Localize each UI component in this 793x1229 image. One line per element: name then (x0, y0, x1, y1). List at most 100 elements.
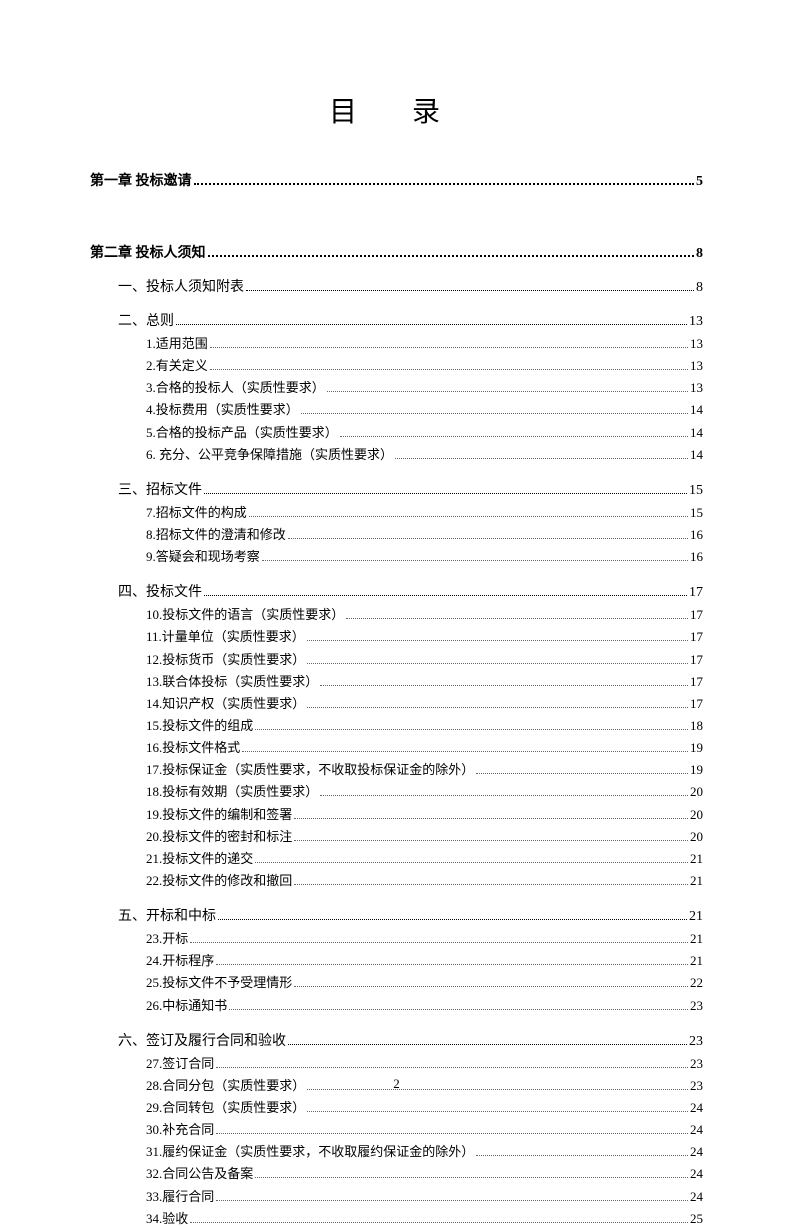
section-row-page: 21 (689, 909, 703, 925)
leader-dots (218, 919, 687, 920)
section-row-label: 三、招标文件 (118, 479, 202, 499)
item-row-label: 27.签订合同 (146, 1054, 214, 1074)
item-row-label: 13.联合体投标（实质性要求） (146, 672, 318, 692)
item-row-label: 33.履行合同 (146, 1187, 214, 1207)
item-row-label: 32.合同公告及备案 (146, 1164, 253, 1184)
item-row-page: 21 (690, 849, 703, 869)
item-row-page: 18 (690, 716, 703, 736)
item-row-page: 25 (690, 1209, 703, 1229)
item-row-label: 16.投标文件格式 (146, 738, 240, 758)
leader-dots (327, 391, 688, 392)
item-row-label: 4.投标费用（实质性要求） (146, 400, 299, 420)
item-row: 15.投标文件的组成18 (146, 716, 703, 736)
item-row: 18.投标有效期（实质性要求）20 (146, 782, 703, 802)
leader-dots (210, 347, 688, 348)
item-row-label: 22.投标文件的修改和撤回 (146, 871, 292, 891)
item-row: 14.知识产权（实质性要求）17 (146, 694, 703, 714)
item-row-label: 25.投标文件不予受理情形 (146, 973, 292, 993)
leader-dots (246, 290, 694, 291)
item-row-page: 13 (690, 356, 703, 376)
chapter-row: 第一章 投标邀请5 (90, 170, 703, 190)
leader-dots (320, 795, 688, 796)
section-row-page: 13 (689, 314, 703, 330)
leader-dots (307, 1111, 688, 1112)
section-row: 六、签订及履行合同和验收23 (118, 1030, 703, 1050)
item-row-page: 22 (690, 973, 703, 993)
item-row: 5.合格的投标产品（实质性要求）14 (146, 423, 703, 443)
leader-dots (320, 685, 688, 686)
leader-dots (216, 1067, 688, 1068)
leader-dots (190, 942, 688, 943)
item-row-label: 1.适用范围 (146, 334, 208, 354)
chapter-row: 第二章 投标人须知8 (90, 242, 703, 262)
item-row-label: 23.开标 (146, 929, 188, 949)
item-row-page: 17 (690, 672, 703, 692)
item-row-page: 16 (690, 525, 703, 545)
item-row-page: 20 (690, 827, 703, 847)
item-row-label: 24.开标程序 (146, 951, 214, 971)
leader-dots (307, 707, 688, 708)
page-number: 2 (0, 1076, 793, 1092)
leader-dots (210, 369, 688, 370)
item-row: 20.投标文件的密封和标注20 (146, 827, 703, 847)
leader-dots (288, 1044, 687, 1045)
item-row: 10.投标文件的语言（实质性要求）17 (146, 605, 703, 625)
item-row: 17.投标保证金（实质性要求，不收取投标保证金的除外）19 (146, 760, 703, 780)
section-row-page: 17 (689, 585, 703, 601)
section-row: 三、招标文件15 (118, 479, 703, 499)
leader-dots (204, 493, 687, 494)
chapter-row-label: 第二章 投标人须知 (90, 242, 206, 262)
item-row: 34.验收 25 (146, 1209, 703, 1229)
item-row-label: 12.投标货币（实质性要求） (146, 650, 305, 670)
item-row-page: 17 (690, 627, 703, 647)
item-row: 8.招标文件的澄清和修改 16 (146, 525, 703, 545)
leader-dots (216, 1133, 688, 1134)
section-row: 五、开标和中标 21 (118, 905, 703, 925)
item-row: 33.履行合同24 (146, 1187, 703, 1207)
item-row-label: 26.中标通知书 (146, 996, 227, 1016)
leader-dots (249, 516, 688, 517)
item-row-page: 19 (690, 738, 703, 758)
item-row-page: 14 (690, 445, 703, 465)
leader-dots (294, 818, 688, 819)
item-row: 1.适用范围13 (146, 334, 703, 354)
item-row-page: 20 (690, 805, 703, 825)
item-row-page: 16 (690, 547, 703, 567)
item-row-label: 17.投标保证金（实质性要求，不收取投标保证金的除外） (146, 760, 474, 780)
item-row-page: 24 (690, 1142, 703, 1162)
item-row: 26.中标通知书 23 (146, 996, 703, 1016)
item-row: 24.开标程序21 (146, 951, 703, 971)
item-row-label: 8.招标文件的澄清和修改 (146, 525, 286, 545)
leader-dots (340, 436, 688, 437)
item-row-page: 23 (690, 996, 703, 1016)
item-row-page: 23 (690, 1054, 703, 1074)
item-row-label: 19.投标文件的编制和签署 (146, 805, 292, 825)
leader-dots (262, 560, 688, 561)
item-row: 3.合格的投标人（实质性要求）13 (146, 378, 703, 398)
item-row-label: 18.投标有效期（实质性要求） (146, 782, 318, 802)
item-row-label: 30.补充合同 (146, 1120, 214, 1140)
item-row: 6. 充分、公平竞争保障措施（实质性要求） 14 (146, 445, 703, 465)
item-row: 23.开标 21 (146, 929, 703, 949)
section-row-page: 23 (689, 1034, 703, 1050)
item-row: 13.联合体投标（实质性要求） 17 (146, 672, 703, 692)
section-row: 一、投标人须知附表8 (118, 276, 703, 296)
item-row-label: 14.知识产权（实质性要求） (146, 694, 305, 714)
item-row: 21.投标文件的递交21 (146, 849, 703, 869)
item-row-page: 21 (690, 929, 703, 949)
leader-dots (346, 618, 688, 619)
item-row: 29.合同转包（实质性要求）24 (146, 1098, 703, 1118)
item-row-label: 10.投标文件的语言（实质性要求） (146, 605, 344, 625)
item-row-label: 2.有关定义 (146, 356, 208, 376)
leader-dots (307, 640, 688, 641)
item-row-label: 34.验收 (146, 1209, 188, 1229)
item-row: 12.投标货币（实质性要求）17 (146, 650, 703, 670)
section-row-label: 五、开标和中标 (118, 905, 216, 925)
item-row-label: 6. 充分、公平竞争保障措施（实质性要求） (146, 445, 393, 465)
item-row-label: 31.履约保证金（实质性要求，不收取履约保证金的除外） (146, 1142, 474, 1162)
leader-dots (294, 986, 688, 987)
item-row-page: 24 (690, 1098, 703, 1118)
item-row-page: 24 (690, 1164, 703, 1184)
leader-dots (242, 751, 688, 752)
leader-dots (476, 773, 688, 774)
